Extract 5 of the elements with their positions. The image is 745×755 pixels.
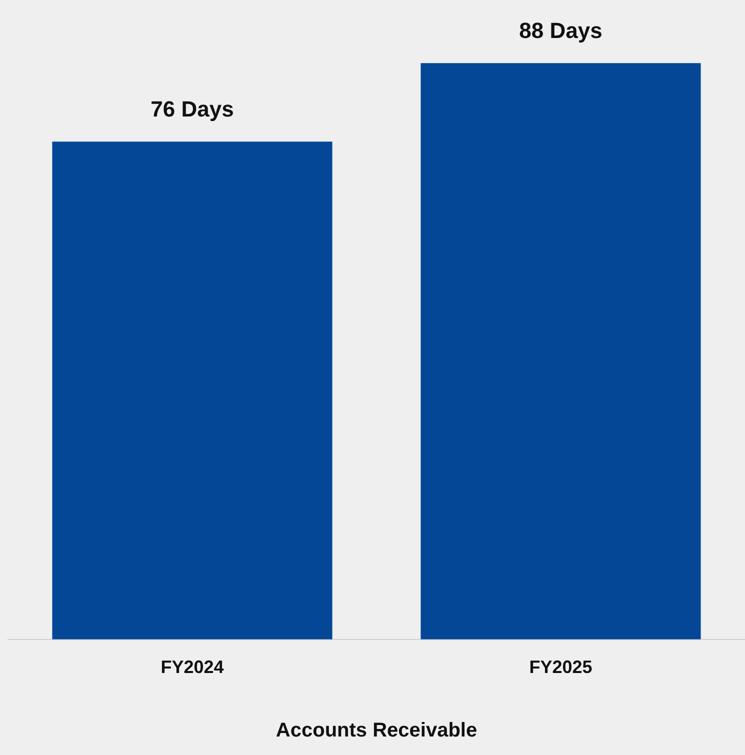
x-tick-label: FY2024 [160,657,224,678]
data-label: 76 Days [150,96,234,122]
data-label: 88 Days [519,18,602,44]
x-tick-label: FY2025 [529,657,592,678]
x-axis-title: Accounts Receivable [276,720,478,742]
